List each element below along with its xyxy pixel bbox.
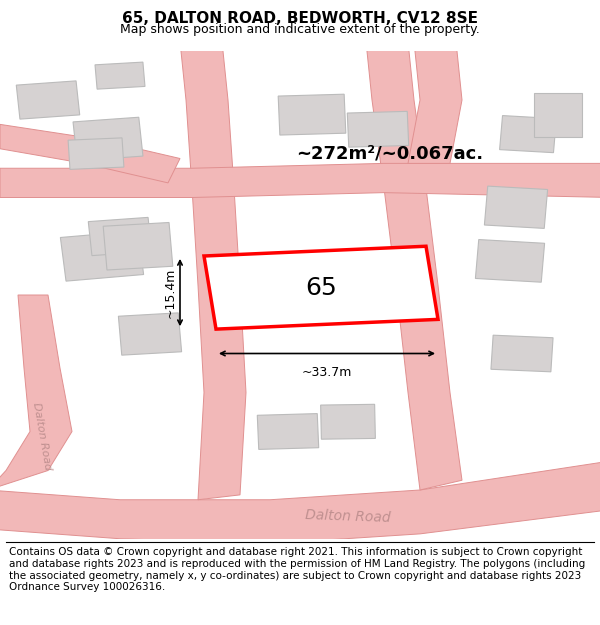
- Text: Contains OS data © Crown copyright and database right 2021. This information is : Contains OS data © Crown copyright and d…: [9, 548, 585, 592]
- Polygon shape: [73, 118, 143, 161]
- Polygon shape: [347, 111, 409, 147]
- Text: ~272m²/~0.067ac.: ~272m²/~0.067ac.: [296, 144, 484, 162]
- Polygon shape: [0, 124, 180, 183]
- Polygon shape: [95, 62, 145, 89]
- Polygon shape: [278, 94, 346, 135]
- Polygon shape: [491, 335, 553, 372]
- Polygon shape: [204, 246, 438, 329]
- Text: 65: 65: [305, 276, 337, 299]
- Polygon shape: [475, 239, 545, 282]
- Text: Dalton Road: Dalton Road: [31, 402, 53, 471]
- Polygon shape: [103, 222, 173, 270]
- Text: Dalton Road: Dalton Road: [305, 508, 391, 525]
- Polygon shape: [257, 414, 319, 449]
- Polygon shape: [68, 138, 124, 169]
- Polygon shape: [484, 186, 548, 228]
- Polygon shape: [180, 41, 246, 500]
- Polygon shape: [0, 461, 600, 544]
- Text: ~15.4m: ~15.4m: [164, 268, 177, 318]
- Polygon shape: [534, 92, 582, 136]
- Polygon shape: [61, 231, 143, 281]
- Polygon shape: [320, 404, 376, 439]
- Polygon shape: [16, 81, 80, 119]
- Polygon shape: [366, 41, 462, 490]
- Text: ~33.7m: ~33.7m: [302, 366, 352, 379]
- Polygon shape: [118, 313, 182, 355]
- Polygon shape: [0, 295, 72, 490]
- Text: Map shows position and indicative extent of the property.: Map shows position and indicative extent…: [120, 23, 480, 36]
- Polygon shape: [0, 163, 600, 198]
- Polygon shape: [408, 41, 462, 163]
- Polygon shape: [500, 116, 556, 152]
- Text: 65, DALTON ROAD, BEDWORTH, CV12 8SE: 65, DALTON ROAD, BEDWORTH, CV12 8SE: [122, 11, 478, 26]
- Polygon shape: [88, 217, 152, 256]
